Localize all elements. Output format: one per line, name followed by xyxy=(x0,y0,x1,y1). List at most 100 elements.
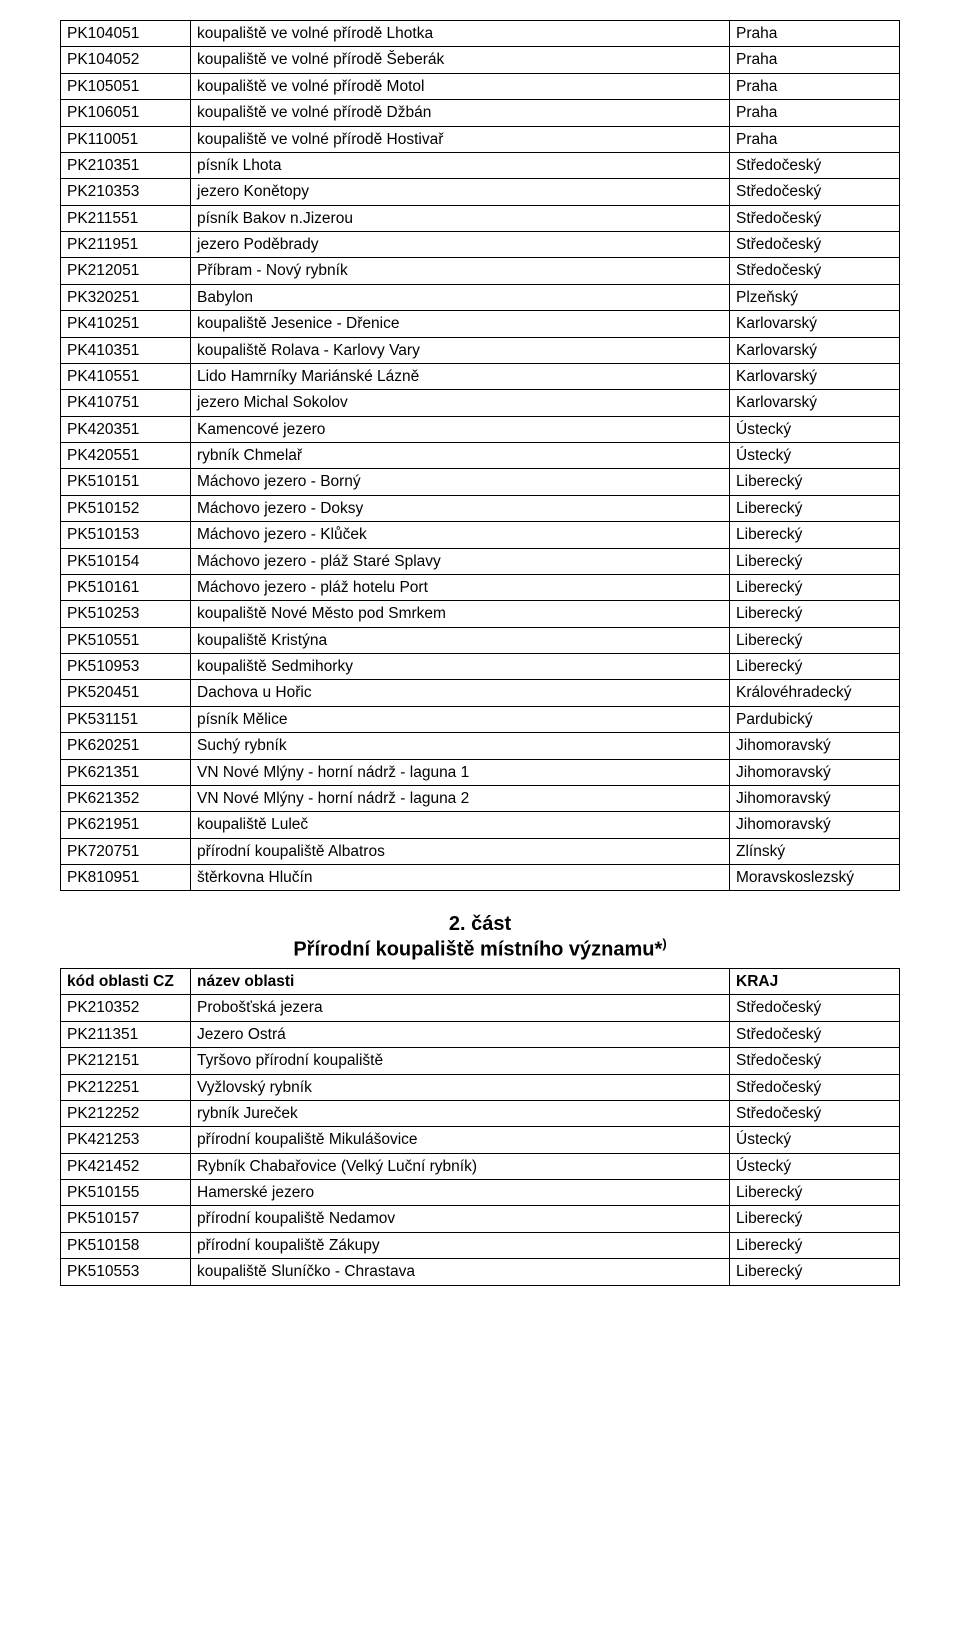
cell-region: Plzeňský xyxy=(730,284,900,310)
cell-region: Liberecký xyxy=(730,469,900,495)
table-row: PK520451Dachova u HořicKrálovéhradecký xyxy=(61,680,900,706)
cell-name: jezero Konětopy xyxy=(191,179,730,205)
cell-region: Liberecký xyxy=(730,601,900,627)
cell-name: koupaliště Luleč xyxy=(191,812,730,838)
table-row: PK510157přírodní koupaliště NedamovLiber… xyxy=(61,1206,900,1232)
table-row: PK212151Tyršovo přírodní koupalištěStřed… xyxy=(61,1048,900,1074)
table-row: PK212252rybník JurečekStředočeský xyxy=(61,1100,900,1126)
cell-name: Probošťská jezera xyxy=(191,995,730,1021)
table-row: PK510152Máchovo jezero - DoksyLiberecký xyxy=(61,495,900,521)
cell-code: PK106051 xyxy=(61,100,191,126)
cell-region: Karlovarský xyxy=(730,311,900,337)
cell-code: PK105051 xyxy=(61,73,191,99)
cell-region: Liberecký xyxy=(730,548,900,574)
cell-name: koupaliště ve volné přírodě Džbán xyxy=(191,100,730,126)
cell-region: Praha xyxy=(730,100,900,126)
cell-name: Babylon xyxy=(191,284,730,310)
cell-region: Liberecký xyxy=(730,627,900,653)
cell-code: PK320251 xyxy=(61,284,191,310)
cell-region: Středočeský xyxy=(730,205,900,231)
table-row: PK810951štěrkovna HlučínMoravskoslezský xyxy=(61,865,900,891)
cell-code: PK510158 xyxy=(61,1232,191,1258)
col-header-region: KRAJ xyxy=(730,969,900,995)
cell-region: Praha xyxy=(730,73,900,99)
cell-region: Liberecký xyxy=(730,1232,900,1258)
cell-code: PK510157 xyxy=(61,1206,191,1232)
cell-name: Dachova u Hořic xyxy=(191,680,730,706)
cell-code: PK510154 xyxy=(61,548,191,574)
cell-name: Máchovo jezero - Klůček xyxy=(191,522,730,548)
cell-name: Rybník Chabařovice (Velký Luční rybník) xyxy=(191,1153,730,1179)
table-row: PK212251Vyžlovský rybníkStředočeský xyxy=(61,1074,900,1100)
cell-code: PK212252 xyxy=(61,1100,191,1126)
cell-code: PK410351 xyxy=(61,337,191,363)
cell-code: PK210351 xyxy=(61,152,191,178)
table-row: PK510551koupaliště KristýnaLiberecký xyxy=(61,627,900,653)
cell-region: Liberecký xyxy=(730,1180,900,1206)
cell-region: Středočeský xyxy=(730,1048,900,1074)
table-row: PK104051koupaliště ve volné přírodě Lhot… xyxy=(61,21,900,47)
cell-region: Liberecký xyxy=(730,654,900,680)
table-row: PK510151Máchovo jezero - BornýLiberecký xyxy=(61,469,900,495)
cell-region: Královéhradecký xyxy=(730,680,900,706)
cell-name: Jezero Ostrá xyxy=(191,1021,730,1047)
cell-region: Jihomoravský xyxy=(730,785,900,811)
table-row: PK110051koupaliště ve volné přírodě Host… xyxy=(61,126,900,152)
cell-name: koupaliště ve volné přírodě Lhotka xyxy=(191,21,730,47)
cell-region: Liberecký xyxy=(730,1259,900,1285)
cell-name: písník Bakov n.Jizerou xyxy=(191,205,730,231)
cell-code: PK720751 xyxy=(61,838,191,864)
cell-code: PK420351 xyxy=(61,416,191,442)
cell-name: písník Lhota xyxy=(191,152,730,178)
table-row: PK510953koupaliště SedmihorkyLiberecký xyxy=(61,654,900,680)
section-title: Přírodní koupaliště místního významu*) xyxy=(60,936,900,962)
cell-region: Středočeský xyxy=(730,152,900,178)
table-row: PK104052koupaliště ve volné přírodě Šebe… xyxy=(61,47,900,73)
table-row: PK211351Jezero OstráStředočeský xyxy=(61,1021,900,1047)
table-row: PK621351VN Nové Mlýny - horní nádrž - la… xyxy=(61,759,900,785)
cell-name: Máchovo jezero - Borný xyxy=(191,469,730,495)
cell-region: Středočeský xyxy=(730,1100,900,1126)
cell-name: VN Nové Mlýny - horní nádrž - laguna 2 xyxy=(191,785,730,811)
table-row: PK421253přírodní koupaliště Mikulášovice… xyxy=(61,1127,900,1153)
cell-code: PK211551 xyxy=(61,205,191,231)
cell-name: Lido Hamrníky Mariánské Lázně xyxy=(191,363,730,389)
cell-name: koupaliště Kristýna xyxy=(191,627,730,653)
table-header-row: kód oblasti CZ název oblasti KRAJ xyxy=(61,969,900,995)
cell-code: PK510551 xyxy=(61,627,191,653)
cell-region: Středočeský xyxy=(730,1021,900,1047)
cell-code: PK104052 xyxy=(61,47,191,73)
cell-name: koupaliště ve volné přírodě Motol xyxy=(191,73,730,99)
cell-region: Praha xyxy=(730,21,900,47)
swimming-areas-table-1: PK104051koupaliště ve volné přírodě Lhot… xyxy=(60,20,900,891)
cell-name: Suchý rybník xyxy=(191,733,730,759)
section-title-sup: ) xyxy=(662,936,666,951)
cell-region: Moravskoslezský xyxy=(730,865,900,891)
cell-code: PK510153 xyxy=(61,522,191,548)
cell-code: PK420551 xyxy=(61,443,191,469)
cell-code: PK421452 xyxy=(61,1153,191,1179)
cell-code: PK810951 xyxy=(61,865,191,891)
cell-name: přírodní koupaliště Mikulášovice xyxy=(191,1127,730,1153)
cell-region: Karlovarský xyxy=(730,390,900,416)
cell-code: PK621951 xyxy=(61,812,191,838)
cell-name: přírodní koupaliště Zákupy xyxy=(191,1232,730,1258)
swimming-areas-table-2: kód oblasti CZ název oblasti KRAJ PK2103… xyxy=(60,968,900,1286)
table-row: PK510253koupaliště Nové Město pod Smrkem… xyxy=(61,601,900,627)
cell-code: PK410751 xyxy=(61,390,191,416)
cell-name: rybník Jureček xyxy=(191,1100,730,1126)
section-title-text: Přírodní koupaliště místního významu* xyxy=(293,939,662,961)
cell-region: Ústecký xyxy=(730,1153,900,1179)
table-row: PK410351koupaliště Rolava - Karlovy Vary… xyxy=(61,337,900,363)
cell-name: VN Nové Mlýny - horní nádrž - laguna 1 xyxy=(191,759,730,785)
cell-name: koupaliště ve volné přírodě Hostivař xyxy=(191,126,730,152)
cell-name: Máchovo jezero - pláž Staré Splavy xyxy=(191,548,730,574)
cell-code: PK510155 xyxy=(61,1180,191,1206)
cell-code: PK621352 xyxy=(61,785,191,811)
cell-region: Ústecký xyxy=(730,416,900,442)
cell-name: přírodní koupaliště Albatros xyxy=(191,838,730,864)
cell-code: PK110051 xyxy=(61,126,191,152)
cell-region: Středočeský xyxy=(730,1074,900,1100)
cell-code: PK211351 xyxy=(61,1021,191,1047)
cell-code: PK210352 xyxy=(61,995,191,1021)
